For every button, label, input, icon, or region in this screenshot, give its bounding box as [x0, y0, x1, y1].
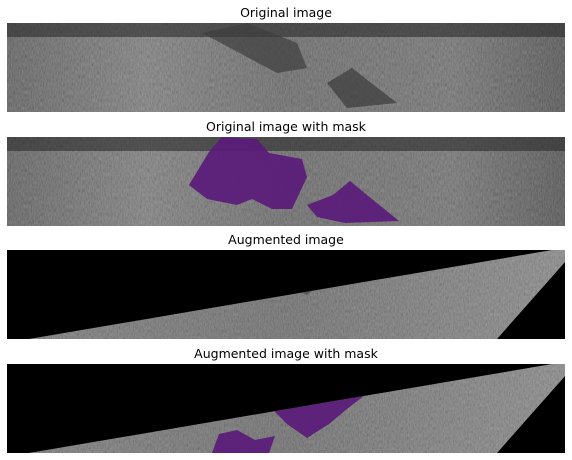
panel-title-original: Original image — [240, 5, 332, 20]
defect-mask — [212, 430, 275, 453]
defect-mask — [189, 137, 307, 209]
panel-title-augmented-mask: Augmented image with mask — [194, 346, 378, 361]
augmented-image — [7, 250, 565, 339]
defect-mask — [307, 181, 399, 223]
original-image-with-mask — [7, 137, 565, 226]
panel-title-original-mask: Original image with mask — [206, 119, 366, 134]
augmented-image-with-mask — [7, 364, 565, 453]
panel-title-augmented: Augmented image — [228, 232, 344, 247]
original-image — [7, 23, 565, 112]
